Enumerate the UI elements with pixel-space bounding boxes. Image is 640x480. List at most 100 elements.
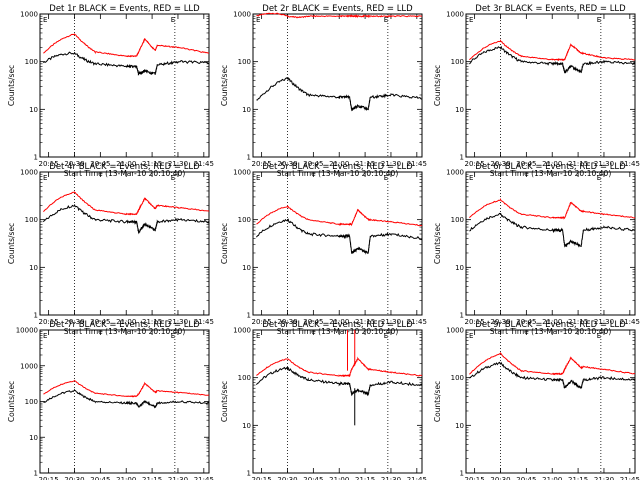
x-tick-label: 21:30 [594,160,614,168]
x-tick-label: 21:15 [568,160,588,168]
marker-label-right: E [171,174,175,182]
x-tick-label: 21:30 [381,476,401,480]
x-axis-label: Start Time (13-Mar-10 20:10:40) [490,169,612,178]
y-tick-label: 10 [242,264,251,272]
x-tick-label: 21:15 [142,318,162,326]
x-tick-label: 21:45 [620,160,640,168]
plot-frame [39,329,210,474]
marker-label-right: E [597,16,601,24]
x-tick-label: 21:45 [194,160,214,168]
lld-series [43,33,210,58]
x-tick-label: 21:45 [620,318,640,326]
x-axis-label: Start Time (13-Mar-10 20:10:40) [277,169,399,178]
y-tick-label: 1000 [233,327,251,335]
x-tick-label: 21:45 [407,476,427,480]
x-tick-label: 21:00 [116,476,136,480]
y-tick-label: 100 [451,216,464,224]
x-tick-label: 21:30 [168,476,188,480]
panel-title: Det 3r BLACK = Events, RED = LLD [475,4,626,14]
y-tick-label: 100 [25,58,38,66]
plot-frame [39,171,210,316]
y-tick-label: 1 [460,312,464,320]
y-tick-label: 100 [238,216,251,224]
events-series [43,51,210,76]
detector-panel: Det 4r BLACK = Events, RED = LLD 1 10 100 10… [7,162,214,336]
x-tick-label: 21:00 [116,160,136,168]
x-tick-label: 20:30 [490,318,510,326]
x-tick-label: 20:30 [277,318,297,326]
lld-series [469,38,636,62]
x-tick-label: 21:15 [568,476,588,480]
y-axis-label: Counts/sec [433,223,442,264]
lld-series [256,356,423,378]
marker-label-left: E [469,16,473,24]
x-tick-label: 21:45 [194,476,214,480]
x-tick-label: 20:45 [516,476,536,480]
y-tick-label: 1000 [20,362,38,370]
detector-panel: Det 7r BLACK = Events, RED = LLD 1 10 100 10… [7,320,214,480]
y-tick-label: 1 [247,312,251,320]
lld-series [43,379,210,398]
x-tick-label: 21:15 [355,318,375,326]
x-tick-label: 20:30 [490,476,510,480]
x-tick-label: 21:30 [168,318,188,326]
marker-label-right: E [171,16,175,24]
marker-label-left: E [256,174,260,182]
x-tick-label: 21:00 [542,160,562,168]
marker-label-right: E [384,16,388,24]
marker-label-left: E [43,16,47,24]
lld-series [469,351,636,376]
y-tick-label: 1 [247,470,251,478]
lld-series [256,205,423,227]
detector-panel: Det 8r BLACK = Events, RED = LLD 1 10 100 10… [220,320,427,480]
x-tick-label: 21:00 [542,318,562,326]
x-tick-label: 21:30 [381,318,401,326]
panel-title: Det 8r BLACK = Events, RED = LLD [262,320,413,330]
y-axis-label: Counts/sec [433,65,442,106]
y-tick-label: 10 [455,264,464,272]
detector-panel: Det 3r BLACK = Events, RED = LLD 1 10 100 10… [433,4,640,178]
x-tick-label: 21:00 [542,476,562,480]
x-tick-label: 20:45 [516,160,536,168]
x-tick-label: 21:00 [116,318,136,326]
marker-label-right: E [384,332,388,340]
x-tick-label: 20:30 [64,476,84,480]
x-tick-label: 20:30 [490,160,510,168]
y-tick-label: 10 [455,106,464,114]
y-tick-label: 1000 [446,327,464,335]
panel-title: Det 7r BLACK = Events, RED = LLD [49,320,200,330]
panel-title: Det 6r BLACK = Events, RED = LLD [475,162,626,172]
x-tick-label: 20:30 [64,318,84,326]
events-series [256,77,423,112]
y-tick-label: 100 [25,216,38,224]
y-tick-label: 1000 [446,11,464,19]
y-tick-label: 1000 [20,11,38,19]
y-axis-label: Counts/sec [220,223,229,264]
x-tick-label: 20:30 [64,160,84,168]
plot-frame [252,171,423,316]
y-axis-label: Counts/sec [7,381,16,422]
x-tick-label: 20:15 [252,160,272,168]
marker-label-right: E [597,174,601,182]
marker-label-right: E [384,174,388,182]
x-tick-label: 21:30 [594,476,614,480]
x-tick-label: 21:15 [142,160,162,168]
x-tick-label: 21:45 [194,318,214,326]
x-tick-label: 20:45 [90,476,110,480]
x-tick-label: 21:15 [355,476,375,480]
y-tick-label: 1 [34,154,38,162]
marker-label-left: E [256,332,260,340]
plot-frame [252,329,423,474]
y-tick-label: 10 [455,422,464,430]
y-tick-label: 1 [34,312,38,320]
y-tick-label: 1 [460,470,464,478]
detector-panel: Det 6r BLACK = Events, RED = LLD 1 10 100 10… [433,162,640,336]
plot-frame [465,171,636,316]
x-tick-label: 20:30 [277,476,297,480]
x-tick-label: 21:30 [594,318,614,326]
x-tick-label: 20:30 [277,160,297,168]
y-tick-label: 1000 [446,169,464,177]
marker-label-left: E [256,16,260,24]
y-axis-label: Counts/sec [220,381,229,422]
